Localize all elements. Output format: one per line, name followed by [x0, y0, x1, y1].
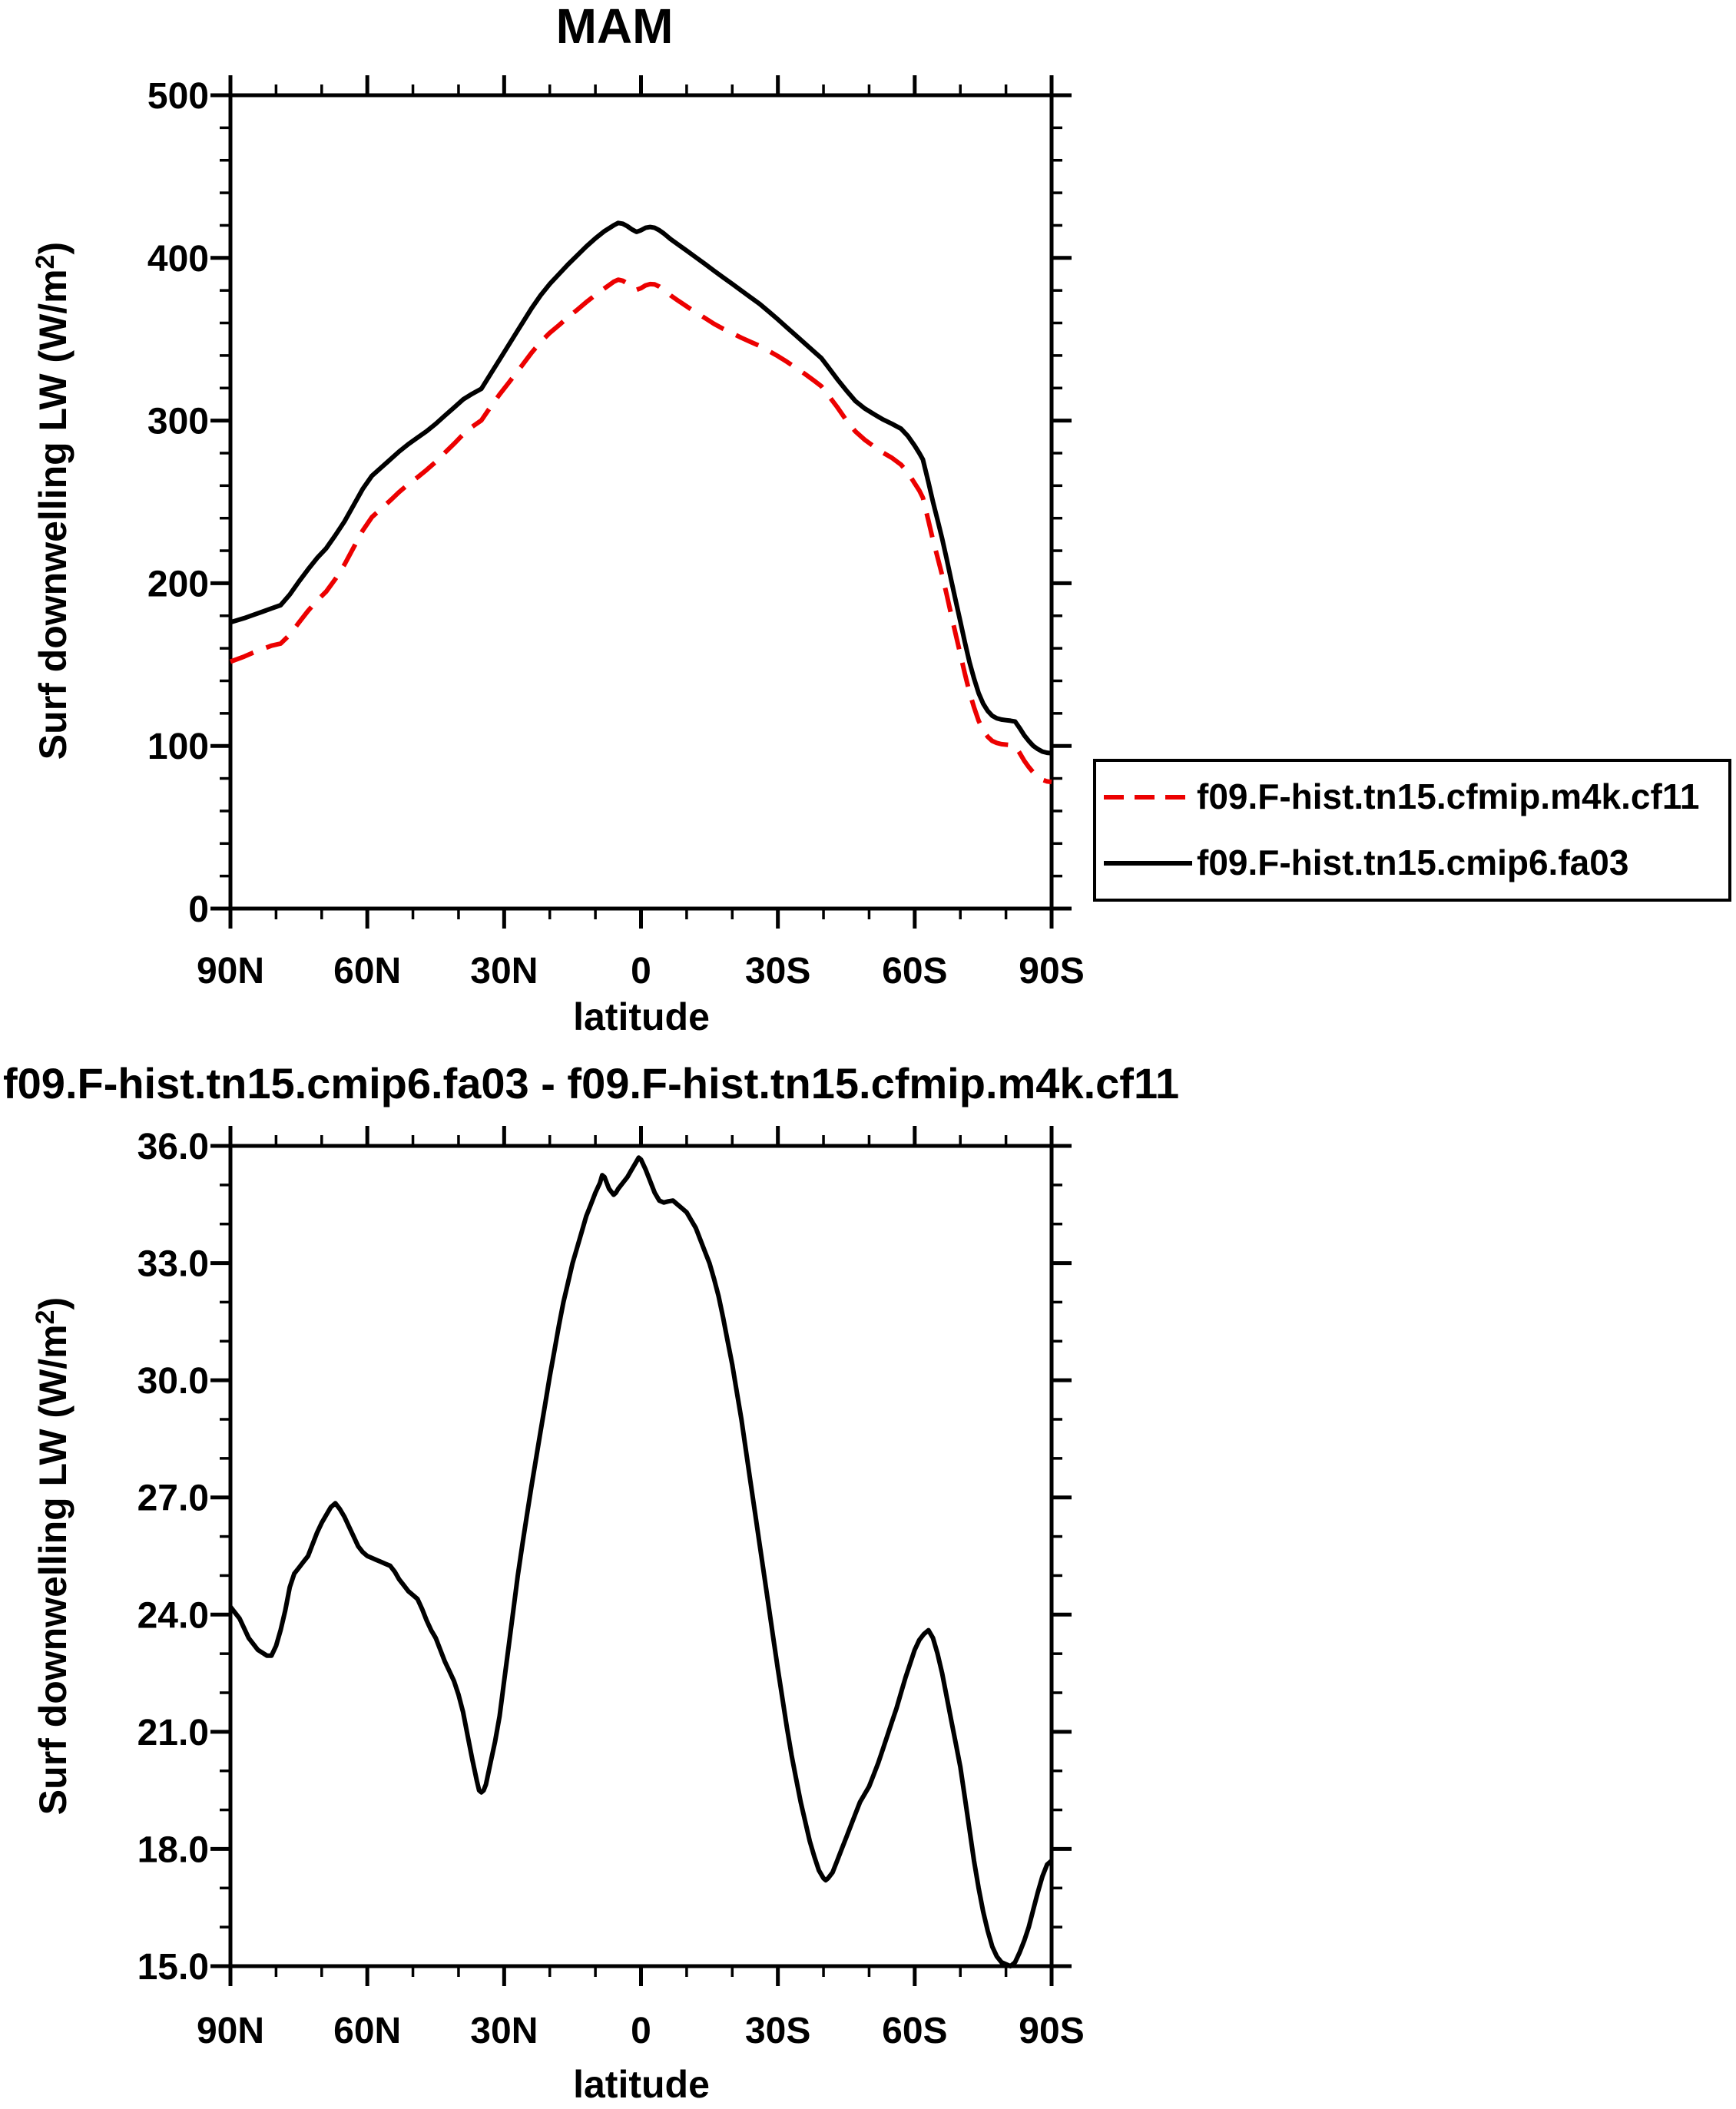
- y-tick-label: 27.0: [137, 1478, 209, 1519]
- legend-label-red: f09.F-hist.tn15.cfmip.m4k.cf11: [1197, 776, 1699, 816]
- x-tick-label: 60N: [333, 2011, 401, 2051]
- top-x-axis-label: latitude: [573, 995, 710, 1038]
- x-tick-label: 60S: [882, 951, 947, 992]
- y-tick-label: 21.0: [137, 1713, 209, 1753]
- y-tick-label: 0: [188, 889, 209, 930]
- y-tick-label: 24.0: [137, 1595, 209, 1636]
- y-tick-label: 33.0: [137, 1244, 209, 1285]
- y-tick-label: 500: [147, 76, 209, 117]
- x-tick-label: 30S: [745, 2011, 810, 2051]
- legend-label-black: f09.F-hist.tn15.cmip6.fa03: [1197, 843, 1628, 882]
- x-tick-label: 30N: [470, 951, 538, 992]
- top-chart-title: MAM: [556, 0, 674, 54]
- x-tick-label: 30S: [745, 951, 810, 992]
- plot-frame: [228, 1144, 1054, 1968]
- bottom-chart: f09.F-hist.tn15.cmip6.fa03 - f09.F-hist.…: [3, 1059, 1179, 2106]
- y-tick-label: 30.0: [137, 1361, 209, 1402]
- series-line-solid: [230, 220, 1052, 756]
- y-tick-label: 300: [147, 402, 209, 442]
- x-tick-label: 0: [631, 951, 651, 992]
- x-tick-label: 90S: [1019, 951, 1084, 992]
- bottom-y-axis-label: Surf downwelling LW (W/m2): [31, 1297, 75, 1815]
- bottom-axes: 90N 60N 30N 0 30S 60S 90S 15.0 18.0 21.0 24.0 27.0 3…: [137, 1126, 1085, 2051]
- legend: f09.F-hist.tn15.cfmip.m4k.cf11 f09.F-his…: [1093, 759, 1731, 902]
- top-y-axis-label: Surf downwelling LW (W/m2): [31, 242, 75, 760]
- y-tick-label: 100: [147, 727, 209, 767]
- y-tick-label: 18.0: [137, 1829, 209, 1870]
- x-tick-label: 30N: [470, 2011, 538, 2051]
- series-line-dashed: [229, 277, 1052, 785]
- bottom-chart-title: f09.F-hist.tn15.cmip6.fa03 - f09.F-hist.…: [3, 1059, 1179, 1107]
- y-tick-label: 200: [147, 564, 209, 604]
- y-tick-label: 400: [147, 239, 209, 280]
- x-tick-label: 90S: [1019, 2011, 1084, 2051]
- y-tick-label: 36.0: [137, 1127, 209, 1167]
- top-chart: MAM Surf downwelling LW (W/m2) latitude …: [31, 0, 1731, 1038]
- x-tick-label: 0: [631, 2011, 651, 2051]
- bottom-x-axis-label: latitude: [573, 2063, 710, 2106]
- bottom-series: [228, 1155, 1053, 1968]
- top-axes: 90N 60N 30N 0 30S 60S 90S 0 100 200 300 400 500: [147, 75, 1085, 992]
- legend-box: [1093, 759, 1731, 902]
- x-tick-label: 60N: [333, 951, 401, 992]
- x-tick-label: 90N: [197, 951, 264, 992]
- y-tick-label: 15.0: [137, 1947, 209, 1988]
- x-tick-label: 60S: [882, 2011, 947, 2051]
- series-line-solid: [228, 1155, 1053, 1968]
- top-series: [229, 220, 1052, 785]
- x-tick-label: 90N: [197, 2011, 264, 2051]
